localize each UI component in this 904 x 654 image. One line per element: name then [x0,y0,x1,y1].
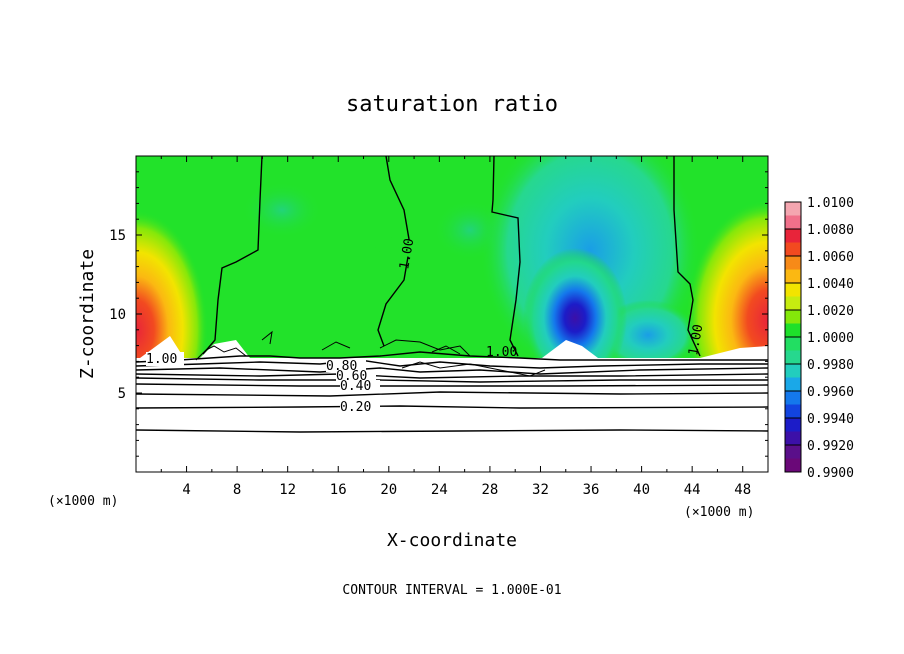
y-tick-label: 10 [109,307,126,323]
contour-label: 0.40 [340,379,371,394]
x-tick-label: 32 [532,482,549,498]
x-tick-label: 44 [684,482,701,498]
x-tick-label: 8 [233,482,241,498]
x-axis-label: X-coordinate [387,530,517,551]
contour-label: 1.00 [486,345,517,360]
chart-title: saturation ratio [346,92,558,117]
x-tick-label: 28 [481,482,498,498]
x-tick-label: 40 [633,482,650,498]
x-tick-label: 4 [182,482,190,498]
x-tick-label: 24 [431,482,448,498]
colorbar-label: 1.0100 [807,196,854,211]
saturation-field [136,156,768,472]
colorbar-swatch [785,229,801,243]
colorbar-swatch [785,215,801,230]
colorbar-swatch [785,310,801,324]
colorbar-swatch [785,404,801,419]
x-tick-label: 12 [279,482,296,498]
colorbar-swatch [785,431,801,446]
x-axis: 4 8 12 16 20 24 28 32 36 40 44 48 [160,156,751,498]
colorbar-label: 1.0040 [807,277,854,292]
x-tick-label: 48 [734,482,751,498]
colorbar-swatch [785,458,801,473]
contour-interval-note: CONTOUR INTERVAL = 1.000E-01 [342,583,561,598]
contour-label: 0.20 [340,400,371,415]
contour-label: 1.00 [397,237,417,270]
colorbar-swatch [785,418,801,432]
colorbar-swatch [785,445,801,459]
colorbar-swatch [785,337,801,351]
y-tick-label: 5 [118,386,126,402]
colorbar-swatch [785,391,801,405]
x-unit-right: (×1000 m) [684,505,754,520]
contour-label: 1.00 [686,323,706,356]
colorbar-swatch [785,350,801,365]
colorbar-swatch [785,364,801,378]
contour-label: 1.00 [146,352,177,367]
colorbar-label: 1.0000 [807,331,854,346]
colorbar-label: 0.9920 [807,439,854,454]
colorbar-swatch [785,242,801,257]
colorbar-label: 0.9960 [807,385,854,400]
colorbar-label: 1.0080 [807,223,854,238]
colorbar-label: 1.0020 [807,304,854,319]
x-unit-left: (×1000 m) [48,494,118,509]
contour-label-group: 1.00 1.00 1.00 1.00 0.80 0.60 0.40 0.20 [146,234,706,415]
colorbar-label: 1.0060 [807,250,854,265]
colorbar-label: 0.9900 [807,466,854,481]
colorbar-label: 0.9980 [807,358,854,373]
colorbar-swatch [785,283,801,297]
x-tick-label: 16 [330,482,347,498]
colorbar-swatch [785,296,801,311]
y-tick-label: 15 [109,228,126,244]
x-tick-label: 20 [380,482,397,498]
colorbar-label: 0.9940 [807,412,854,427]
y-axis: 5 10 15 [109,171,768,457]
colorbar-swatch [785,256,801,270]
colorbar-swatch [785,269,801,284]
colorbar-swatch [785,202,801,216]
y-axis-label: Z-coordinate [77,249,98,379]
colorbar-swatch [785,323,801,338]
x-tick-label: 36 [583,482,600,498]
colorbar-swatch [785,377,801,392]
contour-lines [136,156,768,433]
colorbar: 1.0100 1.0080 1.0060 1.0040 1.0020 1.0000 0.99… [784,196,854,481]
